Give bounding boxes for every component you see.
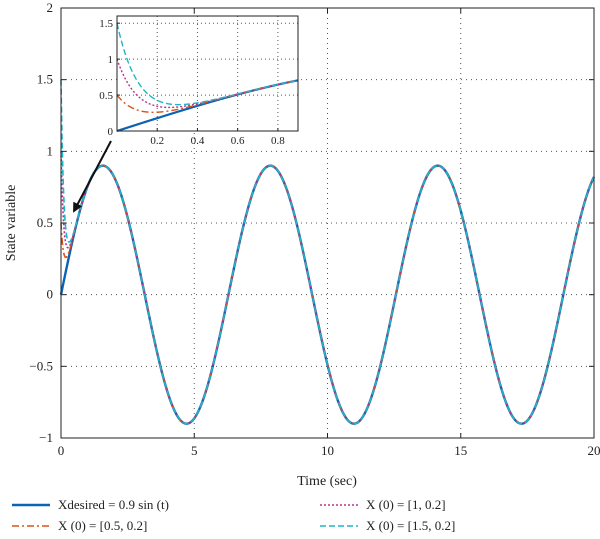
inset-series-line-1 — [116, 79, 299, 114]
x-axis-label: Time (sec) — [297, 474, 357, 489]
x-tick-label: 20 — [588, 443, 600, 458]
y-tick-label: 2 — [47, 0, 54, 15]
inset-x-tick-label: 0.6 — [231, 135, 245, 147]
inset-x-tick-label: 0.8 — [271, 135, 285, 147]
y-axis-label: State variable — [4, 185, 19, 262]
inset-series-line-3 — [116, 23, 299, 106]
y-tick-label: 0 — [47, 287, 54, 302]
series-line-2 — [60, 151, 595, 425]
inset-y-tick-label: 0 — [108, 126, 114, 138]
y-tick-label: 1 — [47, 143, 54, 158]
main-series-lines — [59, 79, 596, 425]
inset-y-tick-label: 1.5 — [99, 18, 113, 30]
series-line-0 — [59, 164, 596, 425]
x-tick-label: 0 — [58, 443, 65, 458]
x-tick-label: 5 — [191, 443, 198, 458]
x-tick-label: 15 — [454, 443, 467, 458]
inset-background — [117, 16, 298, 131]
inset-y-tick-label: 0.5 — [99, 90, 113, 102]
y-tick-label: −0.5 — [29, 358, 53, 373]
inset-y-tick-label: 1 — [108, 54, 114, 66]
legend-label-0: Xdesired = 0.9 sin (t) — [58, 497, 169, 512]
series-line-1 — [60, 164, 595, 425]
inset-x-tick-label: 0.2 — [150, 135, 164, 147]
x-tick-label: 10 — [321, 443, 334, 458]
legend-label-2: X (0) = [1, 0.2] — [366, 497, 446, 512]
y-tick-label: −1 — [39, 430, 53, 445]
main-ticks: 0 5 10 15 20−1−0.500.511.52 — [29, 0, 600, 458]
legend: Xdesired = 0.9 sin (t) X (0) = [0.5, 0.2]… — [12, 497, 455, 533]
legend-label-3: X (0) = [1.5, 0.2] — [366, 518, 455, 533]
zoom-arrow — [73, 140, 112, 213]
legend-label-1: X (0) = [0.5, 0.2] — [58, 518, 147, 533]
inset-frame — [116, 15, 299, 132]
y-tick-label: 1.5 — [37, 72, 53, 87]
y-tick-label: 0.5 — [37, 215, 53, 230]
inset-series-lines — [116, 23, 299, 133]
inset-x-tick-label: 0.4 — [191, 135, 205, 147]
inset-ticks: 0.2 0.4 0.6 0.8 0 0.5 1 1.5 — [99, 18, 285, 147]
series-line-3 — [60, 79, 595, 425]
main-grid — [61, 8, 594, 438]
